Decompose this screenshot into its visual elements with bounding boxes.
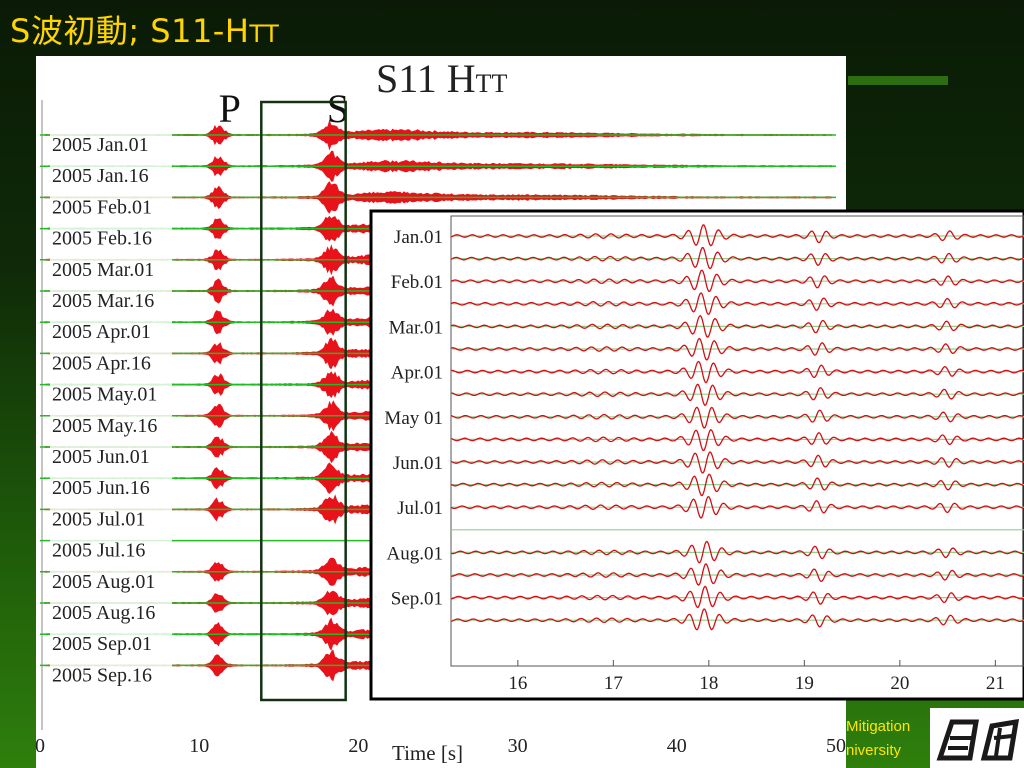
row-label-background xyxy=(50,601,172,623)
main-xtick-label: 10 xyxy=(189,735,209,757)
inset-xtick-label: 16 xyxy=(508,673,527,694)
main-row-label: 2005 Jul.16 xyxy=(52,540,145,562)
inset-trace-wave xyxy=(450,292,1024,315)
inset-row-label: Sep.01 xyxy=(391,589,443,610)
main-row-label: 2005 Apr.16 xyxy=(52,352,151,374)
row-label-background xyxy=(50,632,172,655)
inset-trace-wave xyxy=(450,451,1024,474)
main-row-label: 2005 Jul.01 xyxy=(52,508,145,530)
main-chart-title-subscript: TT xyxy=(476,69,508,98)
slide-title-subscript: TT xyxy=(249,20,280,48)
main-row-label: 2005 Sep.16 xyxy=(52,664,152,686)
main-xtick-label: 50 xyxy=(826,735,846,757)
inset-trace-wave xyxy=(450,269,1024,293)
main-chart-row-labels: 2005 Jan.01 2005 Jan.16 2005 Feb.01 2005 Fe… xyxy=(50,133,172,686)
inset-trace-wave xyxy=(450,406,1024,429)
main-chart-xlabel: Time [s] xyxy=(392,741,463,765)
main-row-label: 2005 Apr.01 xyxy=(52,321,151,343)
main-row-label: 2005 Feb.01 xyxy=(52,196,152,218)
slide-title: S波初動; S11-HTT xyxy=(10,6,279,52)
inset-row-label: May 01 xyxy=(384,408,443,429)
inset-row-label: Jun.01 xyxy=(393,453,443,474)
inset-xtick-label: 21 xyxy=(986,673,1005,694)
main-xtick-label: 20 xyxy=(348,735,368,757)
inset-trace-wave xyxy=(450,540,1023,564)
main-xtick-label: 40 xyxy=(667,735,687,757)
row-label-background xyxy=(50,289,172,311)
row-label-background xyxy=(50,382,172,405)
row-label-background xyxy=(50,257,172,280)
main-chart-xticks: 0 10 20 30 40 50 xyxy=(35,735,846,757)
phase-marker-p: P xyxy=(219,86,241,131)
inset-row-label: Feb.01 xyxy=(391,272,443,293)
main-row-label: 2005 Mar.01 xyxy=(52,259,154,281)
inset-row-label: Jul.01 xyxy=(397,498,443,519)
inset-trace-wave xyxy=(450,247,1024,270)
inset-row-labels: Jan.01 Feb.01 Mar.01 Apr.01 May 01 Jun.01 Jul.… xyxy=(384,227,443,610)
inset-trace-wave xyxy=(450,314,1024,338)
main-xtick-label: 30 xyxy=(508,735,528,757)
inset-row-label: Apr.01 xyxy=(391,363,443,384)
inset-traces xyxy=(450,224,1024,631)
inset-trace-wave xyxy=(450,383,1024,407)
main-row-label: 2005 Sep.01 xyxy=(52,633,152,655)
inset-trace-wave xyxy=(450,428,1024,452)
inset-row-label: Jan.01 xyxy=(394,227,443,248)
main-row-label: 2005 Jun.01 xyxy=(52,446,150,468)
inset-trace-wave xyxy=(450,337,1023,361)
inset-xtick-label: 18 xyxy=(699,673,718,694)
university-logo xyxy=(930,708,1024,768)
main-row-label: 2005 Aug.01 xyxy=(52,571,155,593)
phase-marker-s: S xyxy=(327,86,349,131)
footer-text-university: niversity xyxy=(846,742,902,759)
inset-row-label: Aug.01 xyxy=(387,543,443,564)
row-label-background xyxy=(50,320,172,343)
inset-trace-wave xyxy=(450,473,1024,497)
inset-trace-wave xyxy=(450,585,1024,609)
main-row-label: 2005 Aug.16 xyxy=(52,602,155,624)
highlight-window xyxy=(260,100,347,702)
main-chart-title: S11 HTT xyxy=(376,56,508,101)
logo-icon xyxy=(936,718,1020,761)
row-label-background xyxy=(50,351,172,374)
main-row-label: 2005 May.01 xyxy=(52,384,157,406)
main-chart-title-text: S11 H xyxy=(376,56,476,101)
inset-xtick-label: 19 xyxy=(795,673,814,694)
row-label-background xyxy=(50,195,172,218)
inset-trace-wave xyxy=(450,496,1024,519)
main-row-label: 2005 Feb.16 xyxy=(52,228,152,250)
main-row-label: 2005 Jan.16 xyxy=(52,165,149,187)
main-row-label: 2005 May.16 xyxy=(52,415,157,437)
main-row-label: 2005 Jun.16 xyxy=(52,477,150,499)
inset-trace-wave xyxy=(450,608,1024,631)
row-label-background xyxy=(50,445,172,467)
inset-trace-wave xyxy=(450,224,1024,247)
inset-xtick-label: 20 xyxy=(890,673,909,694)
row-label-background xyxy=(50,164,172,187)
main-row-label: 2005 Jan.01 xyxy=(52,134,149,156)
main-row-label: 2005 Mar.16 xyxy=(52,290,154,312)
inset-panel xyxy=(369,209,1024,701)
inset-trace-wave xyxy=(450,360,1024,384)
row-label-background xyxy=(50,507,172,530)
slide-title-main: S波初動; S11-H xyxy=(10,12,250,50)
row-label-background xyxy=(50,476,172,499)
inset-plot-frame xyxy=(450,215,1024,667)
row-label-background xyxy=(50,413,172,436)
row-label-background xyxy=(50,226,172,249)
row-label-background xyxy=(50,133,172,155)
inset-xticks: 16 17 18 19 20 21 xyxy=(508,660,1005,694)
inset-row-label: Mar.01 xyxy=(389,317,443,338)
inset-trace-wave xyxy=(450,563,1024,586)
row-label-background xyxy=(50,663,172,686)
row-label-background xyxy=(50,538,172,561)
inset-xtick-label: 17 xyxy=(604,673,623,694)
row-label-background xyxy=(50,569,172,592)
main-xtick-label: 0 xyxy=(35,735,45,757)
footer-text-mitigation: Mitigation xyxy=(846,718,911,735)
accent-bar xyxy=(848,76,948,85)
